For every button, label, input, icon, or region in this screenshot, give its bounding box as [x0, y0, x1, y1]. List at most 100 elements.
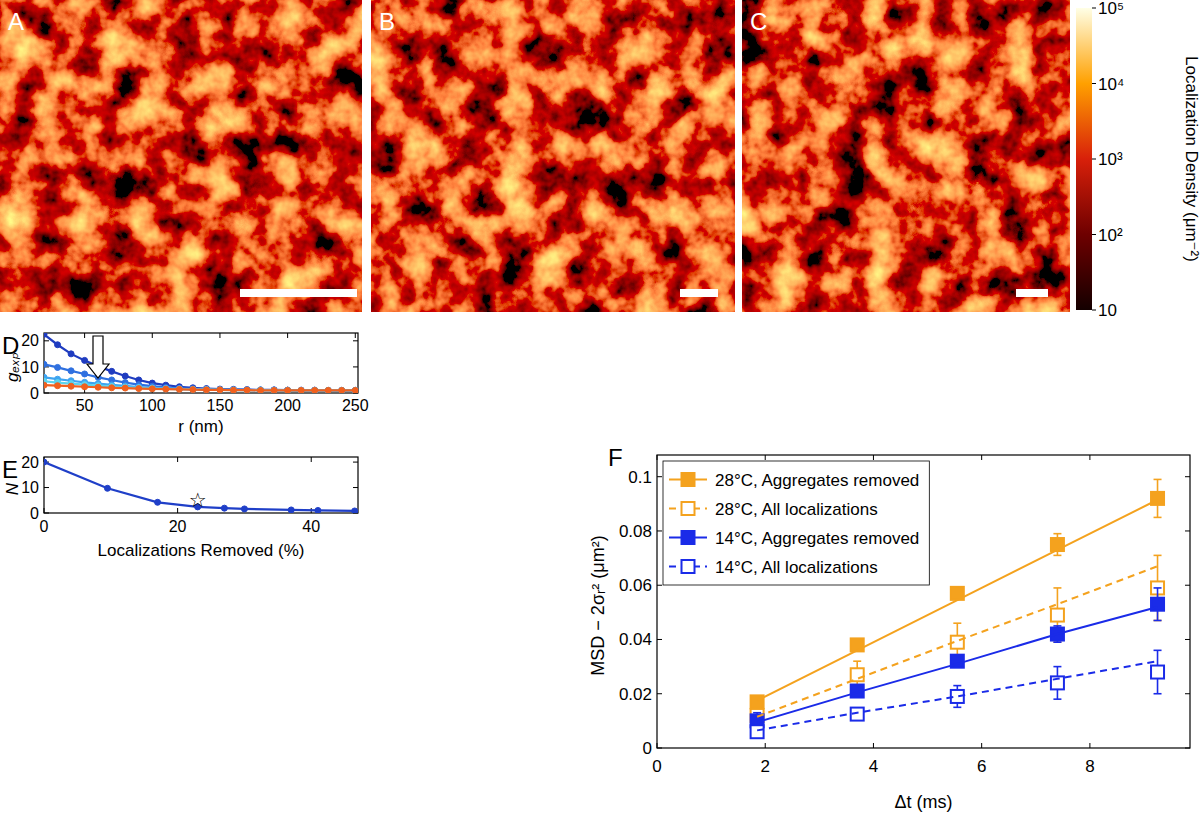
point [339, 387, 345, 393]
error-cap [753, 707, 761, 709]
y-tick [1185, 639, 1190, 640]
x-tick-label: 0 [652, 757, 661, 776]
error-cap [1154, 620, 1162, 622]
plot-frame [44, 457, 358, 513]
point [136, 385, 142, 391]
error-cap [1053, 641, 1061, 643]
point [339, 387, 345, 393]
point [285, 387, 291, 393]
point [109, 368, 115, 374]
point [44, 333, 47, 337]
x-tick [981, 455, 982, 460]
plot-frame [44, 333, 358, 393]
point [122, 385, 128, 391]
y-tick [1185, 476, 1190, 477]
point [312, 387, 318, 393]
colorbar-tick-label: 10 [1098, 301, 1117, 320]
point [298, 387, 304, 393]
x-tick-label: 4 [869, 757, 878, 776]
point [258, 387, 264, 393]
legend-marker [682, 502, 695, 515]
point [122, 384, 128, 390]
x-tick [873, 455, 874, 460]
x-tick-label: 200 [274, 397, 301, 414]
point [352, 387, 358, 393]
y-tick [44, 340, 49, 341]
point [217, 387, 223, 393]
point [217, 386, 223, 392]
point [298, 387, 304, 393]
point [751, 725, 764, 738]
point [315, 507, 321, 513]
point [44, 382, 47, 388]
point [104, 485, 110, 491]
y-tick [657, 639, 662, 640]
point [339, 387, 345, 393]
legend-marker [682, 473, 695, 486]
x-tick-label: 20 [169, 518, 187, 535]
x-tick [657, 743, 658, 748]
point [258, 387, 264, 393]
error-cap [1154, 693, 1162, 695]
x-axis-title: Δt (ms) [894, 792, 952, 812]
y-tick [353, 487, 358, 488]
error-cap [953, 685, 961, 687]
series-line [44, 334, 355, 390]
colorbar-tick-label: 10⁴ [1098, 75, 1124, 94]
point [258, 387, 264, 393]
point [352, 387, 358, 393]
y-tick [44, 393, 49, 394]
point [339, 387, 345, 393]
y-tick [44, 487, 49, 488]
error-cap [1053, 587, 1061, 589]
y-tick-label: 0 [30, 505, 39, 522]
colorbar [1076, 8, 1092, 310]
y-axis-title: N [3, 482, 22, 495]
y-tick [1185, 693, 1190, 694]
point [312, 387, 318, 393]
x-tick [219, 333, 220, 338]
point [271, 387, 277, 393]
x-tick [287, 333, 288, 338]
x-tick [765, 455, 766, 460]
legend-box [663, 461, 929, 585]
error-cap [1154, 587, 1162, 589]
y-tick [657, 748, 662, 749]
point [163, 386, 169, 392]
y-axis-title: MSD − 2σᵣ² (μm²) [588, 535, 608, 675]
point [851, 668, 864, 681]
y-tick [353, 366, 358, 367]
point [190, 387, 196, 393]
point [339, 387, 345, 393]
x-tick [657, 455, 658, 460]
point [298, 387, 304, 393]
x-tick-label: 150 [207, 397, 234, 414]
point [221, 505, 227, 511]
point [122, 373, 128, 379]
scale-bar [1016, 289, 1048, 297]
point [352, 508, 358, 513]
point [155, 499, 161, 505]
y-tick-label: 20 [21, 454, 39, 471]
point [271, 387, 277, 393]
point [244, 387, 250, 393]
y-tick-label: 0.06 [619, 576, 652, 595]
panel-letter: F [608, 444, 623, 471]
point [217, 387, 223, 393]
point [203, 387, 209, 393]
series-line [757, 566, 1157, 717]
point [217, 387, 223, 393]
panel-letter: E [2, 456, 18, 483]
error-cap [853, 660, 861, 662]
error-cap [1053, 698, 1061, 700]
y-tick [657, 476, 662, 477]
x-tick [355, 333, 356, 338]
point [352, 387, 358, 393]
point [82, 357, 88, 363]
legend-label: 14°C, Aggregates removed [715, 529, 919, 548]
x-tick [765, 743, 766, 748]
point [136, 386, 142, 392]
series-line [44, 377, 355, 390]
point [325, 387, 331, 393]
point [244, 387, 250, 393]
